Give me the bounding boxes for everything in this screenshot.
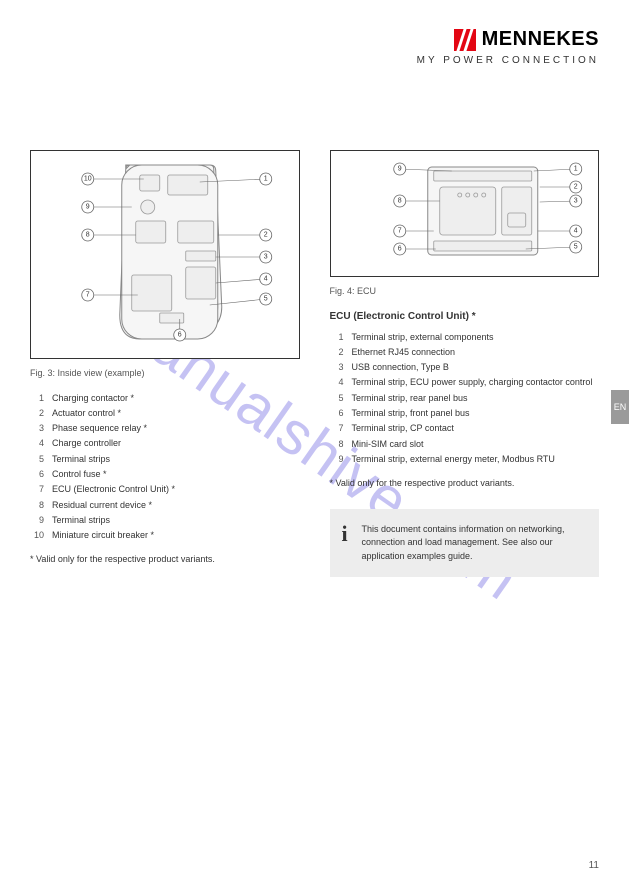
svg-text:3: 3: [264, 254, 268, 261]
svg-text:3: 3: [573, 198, 577, 205]
legend-item: 2Ethernet RJ45 connection: [330, 345, 600, 360]
legend-item: 4Terminal strip, ECU power supply, charg…: [330, 375, 600, 390]
svg-text:5: 5: [264, 296, 268, 303]
legend-item: 6Terminal strip, front panel bus: [330, 406, 600, 421]
svg-text:4: 4: [573, 228, 577, 235]
brand-logo: MENNEKES: [417, 28, 599, 51]
svg-text:7: 7: [397, 228, 401, 235]
figure-b-caption: Fig. 4: ECU: [330, 285, 600, 299]
right-column: 1 2 3 4 5 6 7 8 9 Fig. 4: ECU ECU (Elect…: [330, 150, 600, 577]
svg-text:1: 1: [573, 166, 577, 173]
figure-b-frame: 1 2 3 4 5 6 7 8 9: [330, 150, 600, 277]
legend-item: 4Charge controller: [30, 436, 300, 451]
svg-text:2: 2: [573, 184, 577, 191]
language-tab[interactable]: EN: [611, 390, 629, 424]
legend-item: 2Actuator control *: [30, 406, 300, 421]
legend-item: 7ECU (Electronic Control Unit) *: [30, 482, 300, 497]
legend-item: 8Mini-SIM card slot: [330, 437, 600, 452]
info-note: i This document contains information on …: [330, 509, 600, 578]
figure-b-footnote: * Valid only for the respective product …: [330, 477, 600, 491]
figure-a-legend: 1Charging contactor * 2Actuator control …: [30, 391, 300, 544]
brand-name: MENNEKES: [482, 28, 599, 51]
legend-item: 5Terminal strips: [30, 452, 300, 467]
figure-b-diagram: 1 2 3 4 5 6 7 8 9: [337, 157, 593, 265]
svg-text:2: 2: [264, 232, 268, 239]
svg-text:4: 4: [264, 276, 268, 283]
brand-tagline: MY POWER CONNECTION: [417, 55, 599, 66]
content-columns: 1 2 3 4 5 6 7 8 9 10 Fig. 3: Inside view…: [30, 150, 599, 577]
figure-a-footnote: * Valid only for the respective product …: [30, 553, 300, 567]
legend-item: 9Terminal strip, external energy meter, …: [330, 452, 600, 467]
info-note-text: This document contains information on ne…: [361, 523, 587, 564]
svg-text:6: 6: [178, 332, 182, 339]
info-icon: i: [342, 523, 350, 564]
svg-text:9: 9: [86, 204, 90, 211]
svg-text:8: 8: [397, 198, 401, 205]
legend-item: 3USB connection, Type B: [330, 360, 600, 375]
figure-b-heading: ECU (Electronic Control Unit) *: [330, 309, 600, 324]
legend-item: 3Phase sequence relay *: [30, 421, 300, 436]
svg-text:8: 8: [86, 232, 90, 239]
svg-text:5: 5: [573, 244, 577, 251]
legend-item: 5Terminal strip, rear panel bus: [330, 391, 600, 406]
legend-item: 1Charging contactor *: [30, 391, 300, 406]
header: MENNEKES MY POWER CONNECTION: [417, 28, 599, 66]
svg-text:10: 10: [84, 176, 92, 183]
figure-b-legend: 1Terminal strip, external components 2Et…: [330, 330, 600, 468]
figure-a-diagram: 1 2 3 4 5 6 7 8 9 10: [37, 157, 293, 347]
legend-item: 7Terminal strip, CP contact: [330, 421, 600, 436]
legend-item: 8Residual current device *: [30, 498, 300, 513]
logo-mark-icon: [454, 29, 476, 51]
left-column: 1 2 3 4 5 6 7 8 9 10 Fig. 3: Inside view…: [30, 150, 300, 577]
page-number: 11: [589, 860, 599, 871]
figure-a-frame: 1 2 3 4 5 6 7 8 9 10: [30, 150, 300, 359]
figure-a-caption: Fig. 3: Inside view (example): [30, 367, 300, 381]
svg-text:7: 7: [86, 292, 90, 299]
svg-text:6: 6: [397, 246, 401, 253]
legend-item: 10Miniature circuit breaker *: [30, 528, 300, 543]
legend-item: 9Terminal strips: [30, 513, 300, 528]
svg-text:9: 9: [397, 166, 401, 173]
legend-item: 6Control fuse *: [30, 467, 300, 482]
legend-item: 1Terminal strip, external components: [330, 330, 600, 345]
svg-text:1: 1: [264, 176, 268, 183]
